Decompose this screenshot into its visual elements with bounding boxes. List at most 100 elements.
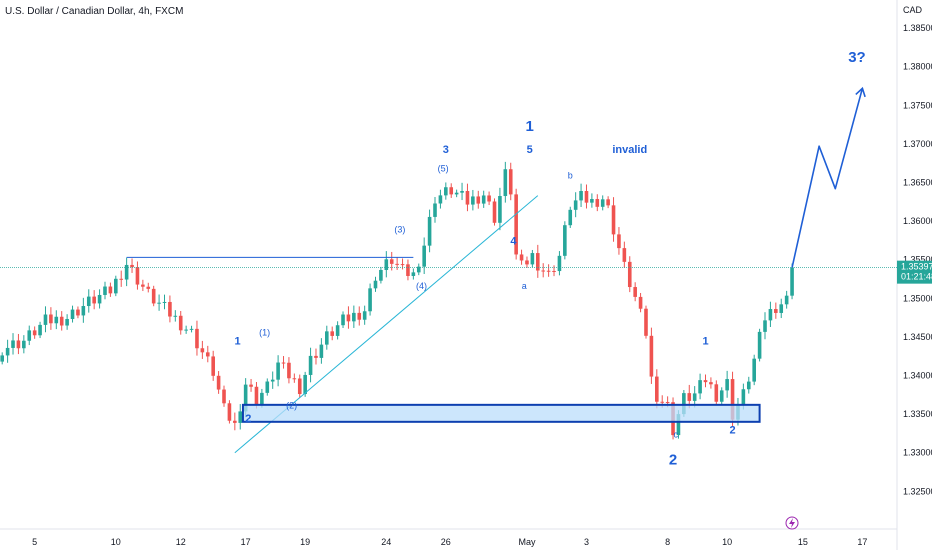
candle-body <box>519 254 524 261</box>
candle-body <box>563 225 567 256</box>
candle-body <box>292 378 297 380</box>
candle-body <box>498 196 502 223</box>
candle <box>5 339 10 363</box>
candle-body <box>216 375 221 390</box>
wave-label: (4) <box>416 281 427 291</box>
candle <box>519 249 524 265</box>
candle-body <box>535 253 540 271</box>
price-tick-label: 1.38000 <box>903 62 932 72</box>
candle <box>384 251 389 278</box>
candle-body <box>508 169 513 195</box>
candle <box>308 347 313 383</box>
candle <box>503 161 508 203</box>
candle-body <box>400 264 405 266</box>
candle <box>0 352 4 365</box>
candle <box>205 345 210 363</box>
candle <box>16 333 21 355</box>
candle <box>579 183 583 208</box>
candle <box>108 282 113 297</box>
candle-body <box>97 294 102 304</box>
projection-arrowhead <box>855 86 866 98</box>
candle <box>606 196 610 209</box>
candle <box>222 385 226 407</box>
candle <box>763 312 767 340</box>
wave-label: 1 <box>234 336 240 348</box>
candle-body <box>200 348 205 353</box>
bar-countdown-label: 01:21:48 <box>901 272 932 282</box>
candle <box>438 189 443 209</box>
candle <box>373 276 378 292</box>
candle-body <box>698 380 702 394</box>
candle <box>487 191 491 206</box>
candle-body <box>265 381 270 393</box>
candle <box>281 356 286 369</box>
price-tick-label: 1.36000 <box>903 216 932 226</box>
candle-body <box>719 390 724 402</box>
candle <box>238 404 243 430</box>
candle-body <box>627 261 632 288</box>
candle <box>514 188 518 260</box>
time-tick-label: 10 <box>722 537 732 547</box>
candle <box>32 326 37 339</box>
candle <box>525 256 529 268</box>
time-tick-label: 5 <box>32 537 37 547</box>
candle-body <box>249 384 253 387</box>
candle-body <box>471 196 475 205</box>
wave-label: 3? <box>848 49 866 66</box>
candle-body <box>49 314 53 324</box>
candle-body <box>687 393 692 401</box>
candle-body <box>725 379 729 391</box>
candle <box>287 357 291 384</box>
candle <box>119 270 124 287</box>
candle <box>481 190 486 208</box>
candle <box>325 325 329 350</box>
candle <box>335 321 340 340</box>
price-tick-label: 1.38500 <box>903 23 932 33</box>
candle <box>49 307 53 330</box>
candle-body <box>92 296 96 304</box>
candle-body <box>38 324 42 336</box>
candle-body <box>325 331 329 345</box>
candle-body <box>622 248 627 262</box>
time-tick-label: 12 <box>176 537 186 547</box>
currency-label: CAD <box>903 5 923 15</box>
candle <box>563 221 567 260</box>
candle <box>508 162 513 201</box>
candle-body <box>379 269 383 281</box>
candle-body <box>395 263 399 265</box>
candle <box>649 327 654 384</box>
candle <box>97 289 102 309</box>
candle <box>703 374 708 388</box>
candle-body <box>119 278 124 280</box>
price-tick-label: 1.33500 <box>903 409 932 419</box>
candle-body <box>59 316 64 326</box>
candle-body <box>86 296 91 307</box>
candle <box>411 268 416 280</box>
candle-body <box>465 190 470 205</box>
candle-body <box>557 255 562 272</box>
candle <box>433 197 437 223</box>
candle <box>449 183 454 198</box>
candle-body <box>11 340 15 348</box>
wave-label: invalid <box>612 144 647 156</box>
candle <box>76 306 80 319</box>
candle-body <box>790 267 794 296</box>
candle-body <box>195 328 199 349</box>
candle <box>216 371 221 394</box>
candle <box>757 328 762 362</box>
candle-body <box>54 316 59 324</box>
candle-body <box>676 414 681 436</box>
candle-body <box>314 355 318 358</box>
wave-label: 4 <box>510 235 517 247</box>
wave-label: b <box>568 171 573 181</box>
candle <box>644 305 648 339</box>
wave-label: 2 <box>245 413 251 425</box>
candle <box>427 209 432 253</box>
time-tick-label: 3 <box>584 537 589 547</box>
candle-body <box>141 284 145 287</box>
candle-body <box>709 382 713 385</box>
candle-body <box>162 301 167 303</box>
candle-body <box>276 362 280 380</box>
